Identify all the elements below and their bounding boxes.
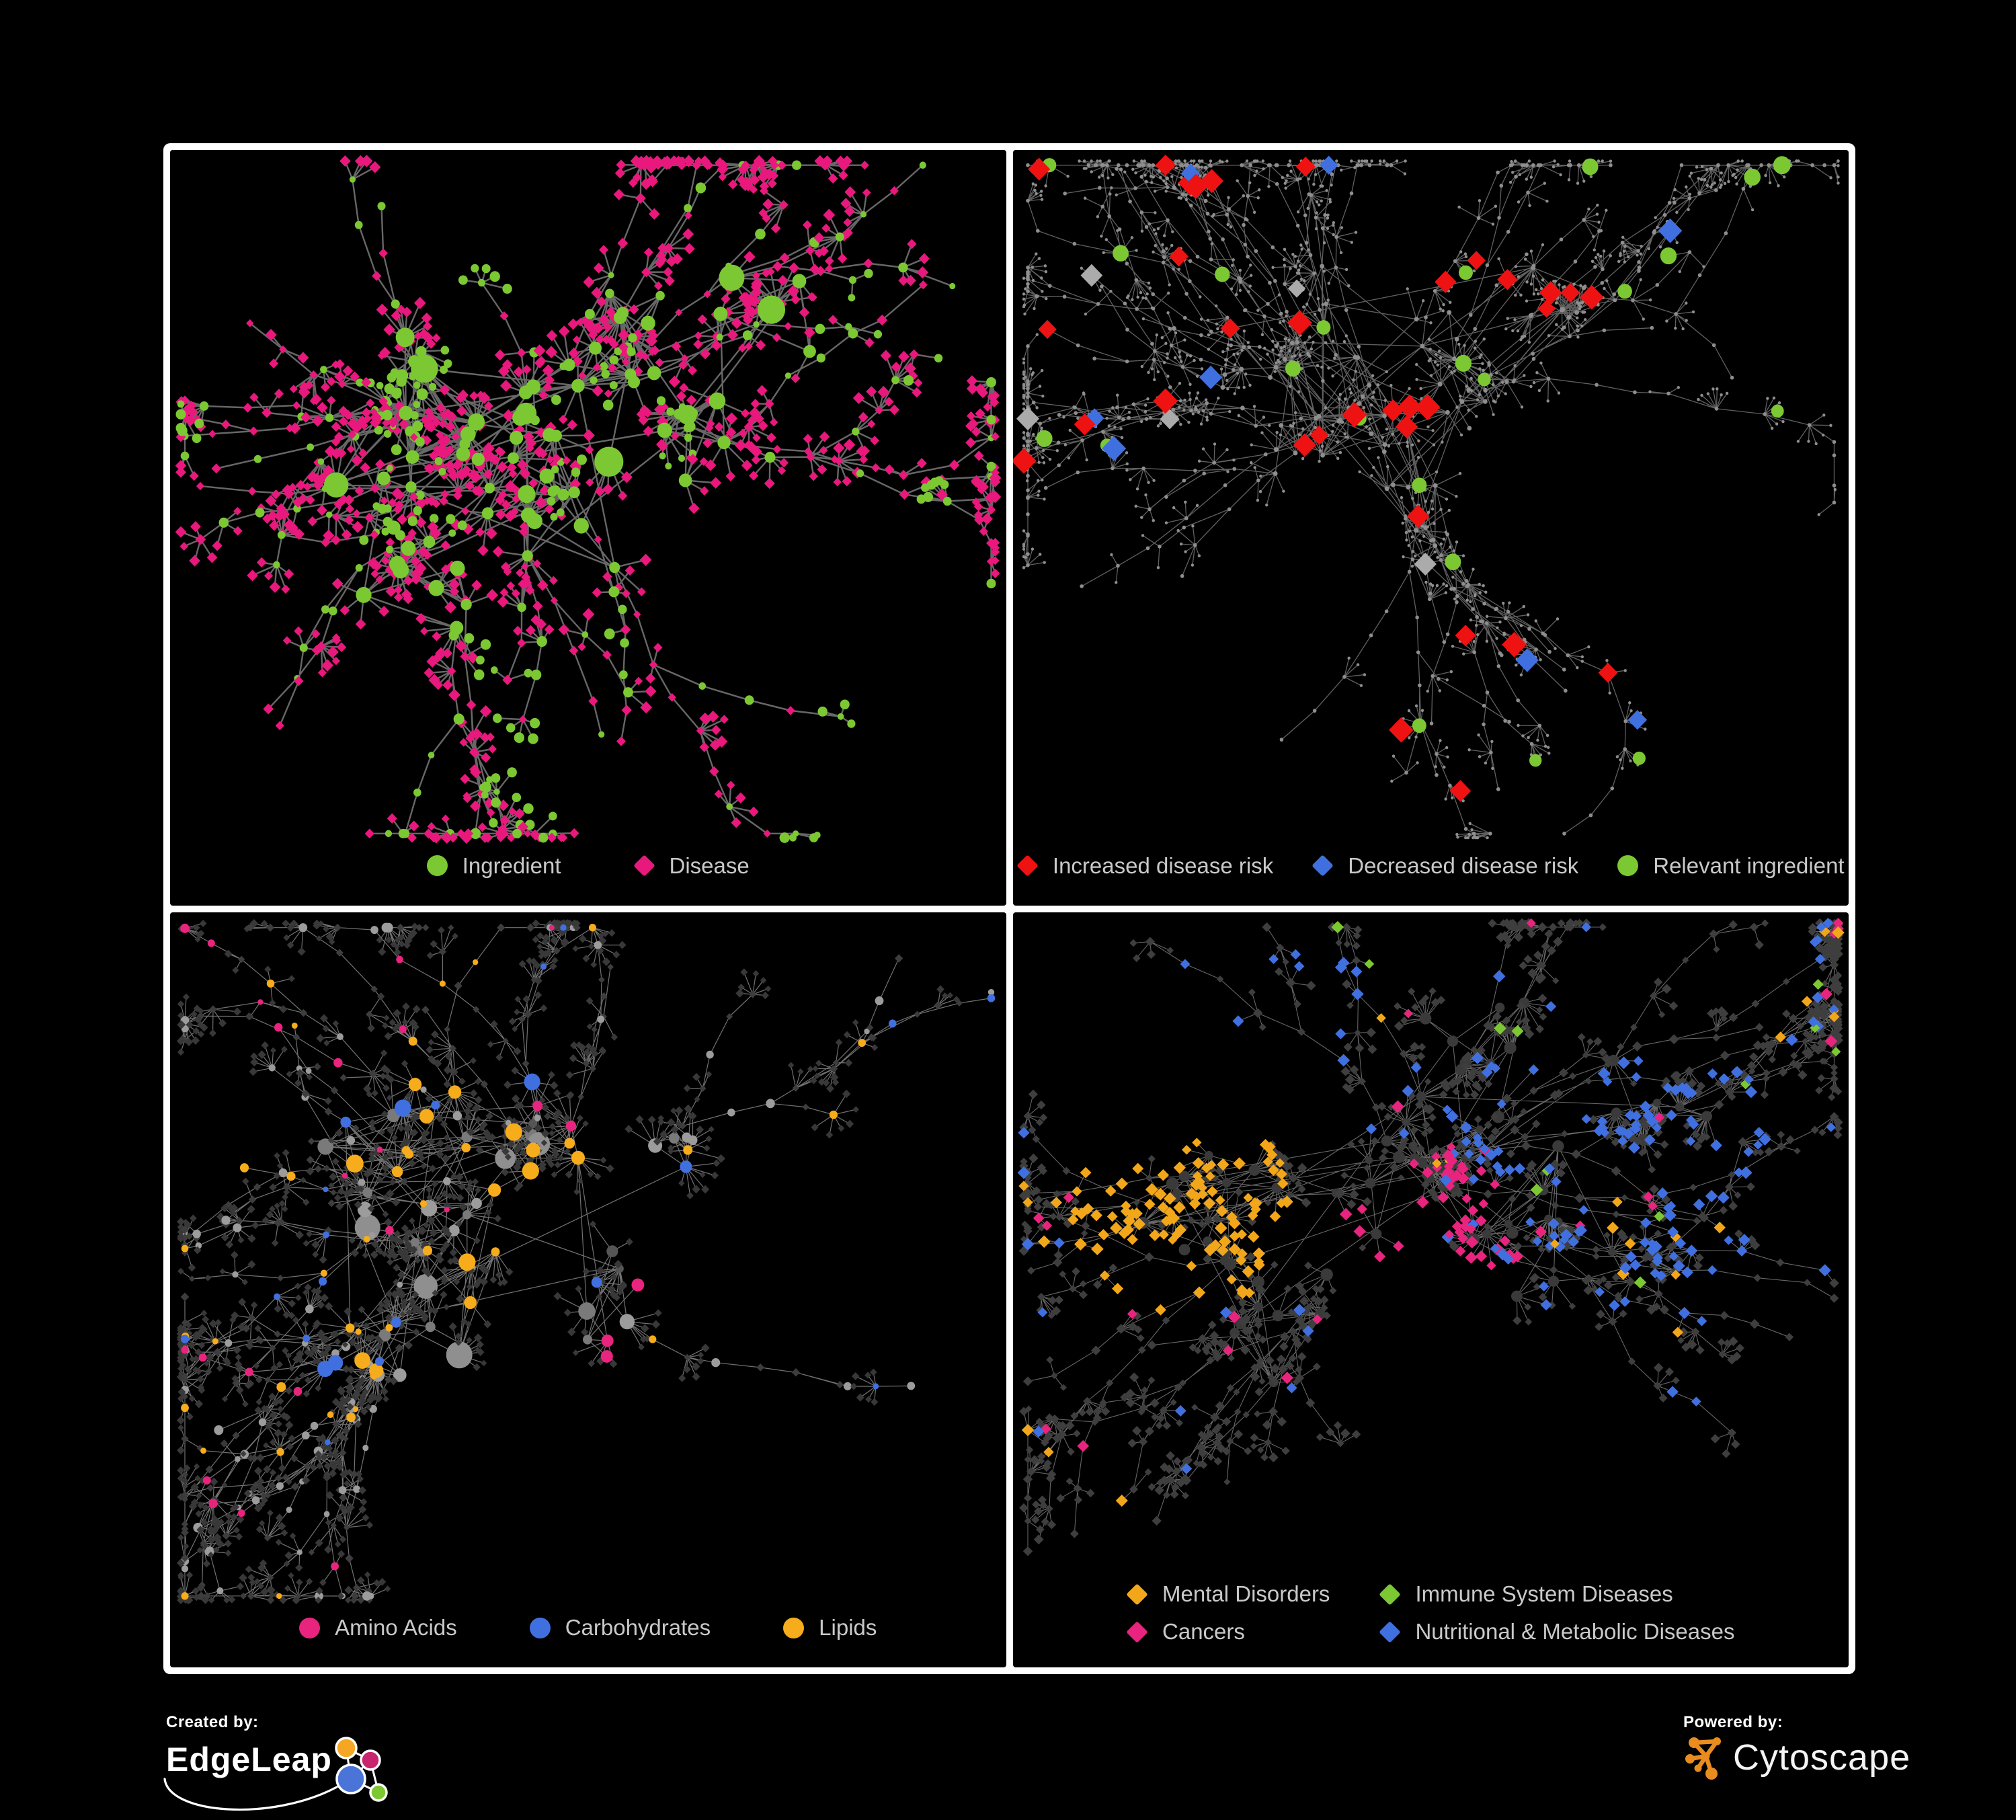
panel-nutrient-class: Amino Acids Carbohydrates Lipids (170, 912, 1006, 1667)
legend-label-relevant-ingredient: Relevant ingredient (1653, 853, 1845, 878)
panel-disease-class: Mental Disorders Immune System Diseases … (1012, 912, 1849, 1667)
legend-item-immune-system-diseases: Immune System Diseases (1379, 1581, 1734, 1607)
amino-acids-swatch (299, 1617, 321, 1638)
legend-item-disease: Disease (633, 853, 750, 879)
legend-label-mental-disorders: Mental Disorders (1162, 1581, 1330, 1606)
lipids-swatch (783, 1617, 805, 1638)
legend-item-increased-risk: Increased disease risk (1016, 853, 1274, 879)
mental-disorders-swatch (1126, 1583, 1148, 1606)
powered-by-block: Powered by: Cytoscape (1683, 1713, 1910, 1782)
legend-disease-risk: Increased disease risk Decreased disease… (1013, 849, 1849, 906)
ingredient-disease-network-graph (175, 155, 1002, 844)
legend-item-ingredient: Ingredient (426, 853, 561, 879)
relevant-ingredient-swatch (1617, 855, 1639, 876)
legend-disease-class: Mental Disorders Immune System Diseases … (1013, 1577, 1849, 1667)
legend-label-amino-acids: Amino Acids (335, 1615, 457, 1640)
carbohydrates-swatch (529, 1617, 551, 1638)
created-by-block: Created by: EdgeLeap (163, 1713, 516, 1813)
legend-ingredient-disease: Ingredient Disease (170, 849, 1006, 906)
legend-label-decreased-risk: Decreased disease risk (1348, 853, 1579, 878)
edgeleap-logo: EdgeLeap (163, 1732, 516, 1813)
edgeleap-network-icon (163, 1737, 388, 1811)
created-by-label: Created by: (166, 1713, 259, 1731)
legend-label-increased-risk: Increased disease risk (1052, 853, 1274, 878)
legend-item-cancers: Cancers (1126, 1619, 1330, 1645)
powered-by-label: Powered by: (1683, 1713, 1783, 1731)
legend-label-lipids: Lipids (819, 1615, 877, 1640)
legend-item-relevant-ingredient: Relevant ingredient (1617, 853, 1845, 879)
legend-label-nutritional-metabolic-diseases: Nutritional & Metabolic Diseases (1415, 1619, 1735, 1644)
nutrient-class-network-graph (176, 918, 996, 1604)
disease-swatch (633, 855, 655, 877)
increased-risk-swatch (1016, 855, 1039, 877)
cancers-swatch (1126, 1620, 1148, 1643)
panel-ingredient-disease: Ingredient Disease (170, 150, 1006, 906)
legend-label-carbohydrates: Carbohydrates (565, 1615, 711, 1640)
legend-nutrient-class: Amino Acids Carbohydrates Lipids (170, 1611, 1006, 1667)
disease-class-network-graph (1017, 917, 1845, 1556)
panel-grid: Ingredient Disease Increased disease ris… (163, 143, 1855, 1674)
legend-label-cancers: Cancers (1162, 1619, 1245, 1644)
legend-label-disease: Disease (669, 853, 750, 878)
edgeleap-wordmark: EdgeLeap (166, 1741, 332, 1778)
nutritional-metabolic-diseases-swatch (1379, 1620, 1402, 1643)
legend-item-carbohydrates: Carbohydrates (529, 1615, 711, 1640)
ingredient-swatch (426, 855, 448, 876)
legend-item-nutritional-metabolic-diseases: Nutritional & Metabolic Diseases (1379, 1619, 1734, 1645)
immune-system-diseases-swatch (1379, 1583, 1402, 1606)
cytoscape-wordmark: Cytoscape (1733, 1737, 1911, 1778)
legend-item-decreased-risk: Decreased disease risk (1312, 853, 1578, 879)
decreased-risk-swatch (1312, 855, 1334, 877)
cytoscape-logo: Cytoscape (1683, 1733, 1910, 1782)
legend-item-lipids: Lipids (783, 1615, 877, 1640)
panel-disease-risk: Increased disease risk Decreased disease… (1012, 150, 1849, 906)
cytoscape-network-icon (1685, 1737, 1721, 1780)
legend-item-amino-acids: Amino Acids (299, 1615, 457, 1640)
disease-risk-network-graph (1012, 155, 1840, 840)
legend-label-immune-system-diseases: Immune System Diseases (1415, 1581, 1673, 1606)
legend-label-ingredient: Ingredient (462, 853, 561, 878)
legend-item-mental-disorders: Mental Disorders (1126, 1581, 1330, 1607)
